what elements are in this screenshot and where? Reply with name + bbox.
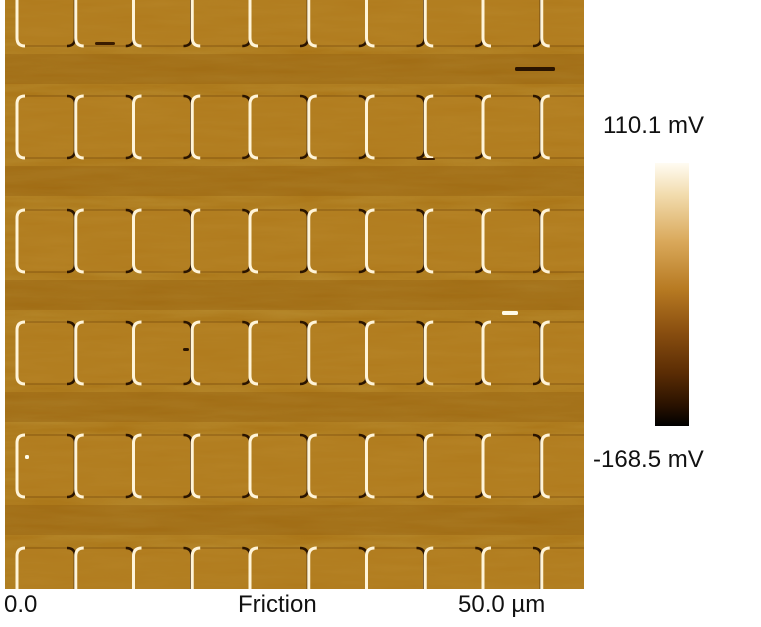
pattern-square xyxy=(132,208,193,274)
pattern-square xyxy=(190,208,252,274)
pattern-square xyxy=(540,208,584,274)
pattern-square xyxy=(423,320,485,386)
afm-artefact xyxy=(183,348,189,351)
pattern-square xyxy=(190,433,252,499)
pattern-square xyxy=(15,433,77,499)
pattern-square xyxy=(423,208,485,274)
pattern-square xyxy=(15,546,77,589)
pattern-square xyxy=(540,433,584,499)
axis-end-label: 50.0 µm xyxy=(458,591,546,618)
pattern-square xyxy=(423,433,485,499)
afm-bands xyxy=(5,54,584,535)
pattern-square xyxy=(248,94,310,160)
pattern-square xyxy=(190,546,252,589)
pattern-square xyxy=(190,0,252,48)
pattern-square xyxy=(190,94,252,160)
afm-band xyxy=(5,392,584,422)
pattern-square xyxy=(481,0,543,48)
pattern-square xyxy=(132,320,193,386)
afm-band xyxy=(5,505,584,535)
pattern-square xyxy=(74,320,135,386)
afm-cells xyxy=(15,0,584,589)
pattern-square xyxy=(365,546,426,589)
pattern-square xyxy=(481,320,543,386)
pattern-square xyxy=(481,546,543,589)
afm-artefact xyxy=(417,158,435,160)
pattern-square xyxy=(540,320,584,386)
pattern-square xyxy=(423,0,485,48)
axis-start-label: 0.0 xyxy=(4,591,38,618)
pattern-square xyxy=(365,208,426,274)
pattern-square xyxy=(74,208,135,274)
pattern-square xyxy=(365,320,426,386)
pattern-square xyxy=(423,94,485,160)
pattern-square xyxy=(248,546,310,589)
pattern-square xyxy=(248,0,310,48)
pattern-square xyxy=(248,433,310,499)
pattern-square xyxy=(365,94,426,160)
afm-image-svg xyxy=(5,0,584,589)
pattern-square xyxy=(365,433,426,499)
pattern-square xyxy=(540,0,584,48)
colorbar-min-label: -168.5 mV xyxy=(593,446,704,473)
pattern-square xyxy=(307,433,368,499)
afm-artefact xyxy=(25,455,29,459)
pattern-square xyxy=(74,94,135,160)
pattern-square xyxy=(74,433,135,499)
pattern-square xyxy=(132,94,193,160)
pattern-square xyxy=(540,546,584,589)
afm-band xyxy=(5,54,584,84)
afm-artefact xyxy=(515,67,555,71)
pattern-square xyxy=(15,320,77,386)
pattern-square xyxy=(307,94,368,160)
afm-friction-image xyxy=(5,0,584,589)
pattern-square xyxy=(481,94,543,160)
afm-artefact xyxy=(95,42,115,45)
pattern-square xyxy=(248,320,310,386)
pattern-square xyxy=(15,208,77,274)
pattern-square xyxy=(307,546,368,589)
pattern-square xyxy=(74,546,135,589)
pattern-square xyxy=(132,0,193,48)
afm-artefact xyxy=(502,311,518,315)
pattern-square xyxy=(481,433,543,499)
colorbar xyxy=(655,163,689,426)
afm-band xyxy=(5,166,584,196)
pattern-square xyxy=(132,546,193,589)
pattern-square xyxy=(132,433,193,499)
pattern-square xyxy=(307,208,368,274)
channel-label: Friction xyxy=(238,591,317,618)
pattern-square xyxy=(248,208,310,274)
pattern-square xyxy=(365,0,426,48)
pattern-square xyxy=(15,0,77,48)
pattern-square xyxy=(540,94,584,160)
pattern-square xyxy=(190,320,252,386)
afm-band xyxy=(5,280,584,310)
pattern-square xyxy=(307,320,368,386)
pattern-square xyxy=(481,208,543,274)
pattern-square xyxy=(307,0,368,48)
colorbar-max-label: 110.1 mV xyxy=(603,112,704,139)
pattern-square xyxy=(15,94,77,160)
pattern-square xyxy=(74,0,135,48)
pattern-square xyxy=(423,546,485,589)
